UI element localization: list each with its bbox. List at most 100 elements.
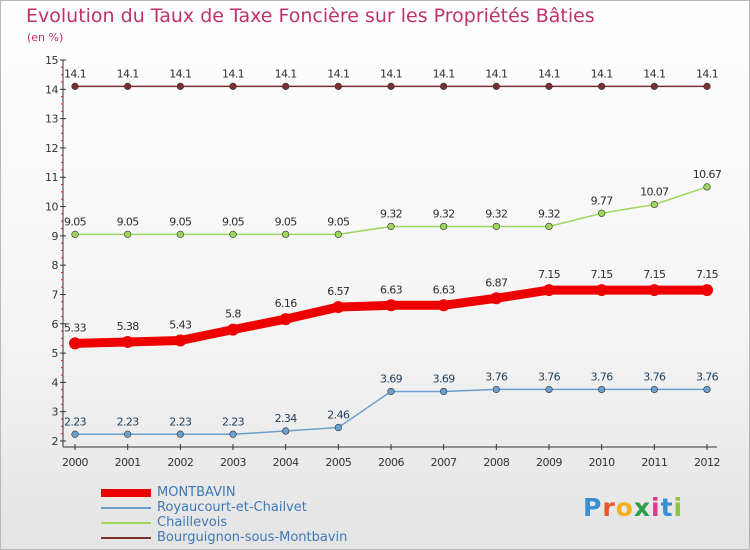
unit-label: (en %) (27, 31, 64, 44)
data-point (332, 301, 345, 314)
legend-item: Royaucourt-et-Chailvet (101, 500, 347, 515)
data-point (176, 430, 184, 438)
data-label: 5.43 (169, 318, 192, 331)
y-tick-label: 10 (45, 201, 58, 214)
data-label: 7.15 (643, 268, 666, 281)
data-point (598, 385, 606, 394)
data-label: 3.76 (643, 370, 666, 383)
y-tick-label: 9 (52, 230, 59, 243)
data-point (440, 82, 448, 90)
data-label: 3.69 (380, 372, 403, 385)
data-label: 14.1 (380, 67, 402, 80)
y-tick-label: 15 (45, 54, 58, 67)
brand-letter: i (673, 493, 684, 522)
brand-letter: r (602, 493, 616, 522)
data-label: 3.76 (591, 370, 614, 383)
y-tick-label: 2 (52, 435, 59, 448)
brand-letter: x (633, 493, 651, 522)
series-line (70, 285, 712, 348)
legend-swatch (101, 488, 151, 497)
x-tick-label: 2011 (641, 456, 667, 469)
data-point (701, 284, 713, 297)
brand-letter: i (651, 493, 661, 522)
data-label: 10.07 (640, 185, 669, 198)
data-label: 2.34 (275, 412, 298, 425)
legend-label: Chaillevois (157, 515, 228, 530)
data-point (648, 284, 661, 297)
data-label: 9.05 (222, 215, 245, 228)
x-tick-label: 2000 (62, 456, 88, 469)
x-tick-label: 2012 (694, 456, 720, 469)
legend-item: Chaillevois (101, 515, 347, 530)
data-point (229, 230, 237, 238)
data-point (124, 230, 132, 238)
data-point (71, 230, 79, 238)
data-label: 14.1 (222, 67, 244, 80)
x-tick-label: 2010 (589, 456, 615, 469)
data-label: 3.76 (485, 370, 508, 383)
data-label: 7.15 (538, 268, 561, 281)
legend-item: Bourguignon-sous-Montbavin (101, 530, 347, 545)
data-label: 9.32 (380, 207, 402, 220)
data-point (282, 427, 290, 435)
data-point (334, 82, 342, 90)
data-point (229, 82, 237, 90)
legend-swatch (101, 536, 151, 539)
data-label: 14.1 (696, 67, 718, 80)
y-tick-label: 12 (45, 142, 58, 155)
x-tick-label: 2008 (483, 456, 509, 469)
x-tick-label: 2001 (115, 456, 141, 469)
data-label: 14.1 (327, 67, 349, 80)
data-label: 7.15 (591, 268, 614, 281)
data-point (598, 209, 606, 217)
data-point (282, 82, 290, 90)
data-label: 9.05 (64, 215, 87, 228)
legend-label: MONTBAVIN (157, 485, 236, 500)
data-point (282, 230, 290, 238)
data-label: 14.1 (643, 67, 665, 80)
data-label: 9.32 (485, 207, 507, 220)
data-point (440, 222, 448, 231)
data-label: 14.1 (433, 67, 455, 80)
data-point (124, 82, 132, 90)
data-label: 9.32 (538, 207, 560, 220)
data-point (387, 387, 395, 396)
y-tick-label: 8 (52, 259, 59, 272)
data-point (703, 183, 711, 191)
legend-swatch (101, 521, 151, 524)
x-tick-label: 2007 (431, 456, 457, 469)
data-label: 14.1 (591, 67, 613, 80)
brand-letter: P (583, 493, 603, 522)
data-point (545, 385, 553, 394)
x-tick-label: 2005 (325, 456, 351, 469)
x-tick-label: 2002 (167, 456, 193, 469)
data-label: 9.05 (327, 215, 350, 228)
data-label: 10.67 (693, 168, 722, 181)
data-point (227, 323, 239, 336)
data-point (176, 82, 184, 90)
y-tick-label: 3 (52, 406, 59, 419)
data-point (492, 82, 500, 90)
data-label: 3.76 (538, 370, 561, 383)
data-label: 14.1 (485, 67, 507, 80)
data-label: 14.1 (538, 67, 560, 80)
data-label: 2.46 (327, 409, 350, 422)
data-label: 6.87 (485, 276, 508, 289)
y-tick-label: 5 (52, 347, 59, 360)
data-point (595, 284, 608, 297)
data-point (650, 82, 658, 90)
brand-logo: Proxiti (583, 493, 683, 522)
legend: MONTBAVIN Royaucourt-et-Chailvet Chaillevo… (101, 485, 347, 545)
x-tick-label: 2006 (378, 456, 404, 469)
data-point (650, 385, 658, 394)
y-tick-label: 4 (52, 376, 59, 389)
data-point (650, 200, 658, 209)
data-point (69, 337, 81, 350)
data-point (385, 299, 397, 312)
data-label: 6.16 (275, 297, 298, 310)
data-label: 6.57 (327, 285, 350, 298)
data-label: 5.38 (117, 320, 140, 333)
data-point (124, 430, 132, 438)
